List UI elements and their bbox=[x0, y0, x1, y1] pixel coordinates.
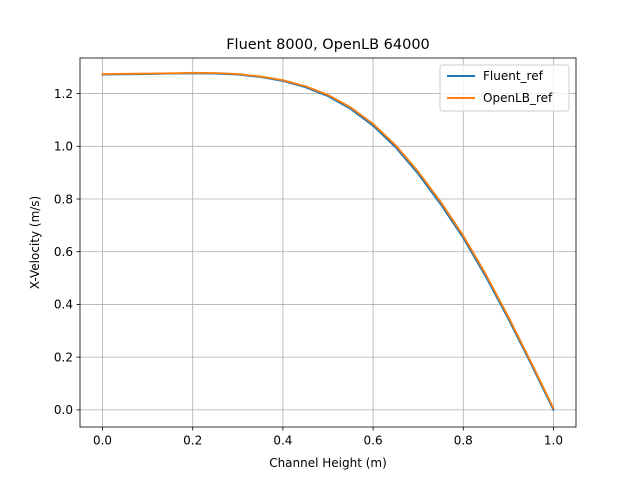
legend-label-openlb: OpenLB_ref bbox=[483, 91, 553, 105]
legend-label-fluent: Fluent_ref bbox=[483, 69, 544, 83]
plot-frame bbox=[79, 57, 577, 428]
x-tick-label: 1.0 bbox=[544, 434, 563, 448]
legend: Fluent_ref OpenLB_ref bbox=[439, 64, 570, 112]
y-tick-label: 0.6 bbox=[54, 245, 73, 259]
x-axis-label: Channel Height (m) bbox=[269, 456, 387, 470]
y-tick-label: 1.2 bbox=[54, 87, 73, 101]
grid-lines bbox=[80, 58, 576, 427]
series-lines bbox=[101, 71, 555, 412]
y-tick-label: 0.0 bbox=[54, 403, 73, 417]
y-tick-label: 0.2 bbox=[54, 350, 73, 364]
x-tick-label: 0.2 bbox=[183, 434, 202, 448]
x-tick-label: 0.4 bbox=[273, 434, 292, 448]
x-tick-label: 0.8 bbox=[454, 434, 473, 448]
series-line-openlb-ref bbox=[101, 71, 555, 410]
y-axis-label: X-Velocity (m/s) bbox=[28, 196, 42, 290]
chart-title: Fluent 8000, OpenLB 64000 bbox=[226, 37, 430, 53]
y-tick-label: 1.0 bbox=[54, 140, 73, 154]
x-tick-label: 0.6 bbox=[364, 434, 383, 448]
y-tick-label: 0.8 bbox=[54, 192, 73, 206]
y-tick-label: 0.4 bbox=[54, 298, 73, 312]
x-tick-label: 0.0 bbox=[93, 434, 112, 448]
axis-ticks: 0.0 0.2 0.4 0.6 0.8 1.0 0.0 0.2 0.4 0.6 0.8 1.0 1.2 bbox=[54, 87, 563, 448]
